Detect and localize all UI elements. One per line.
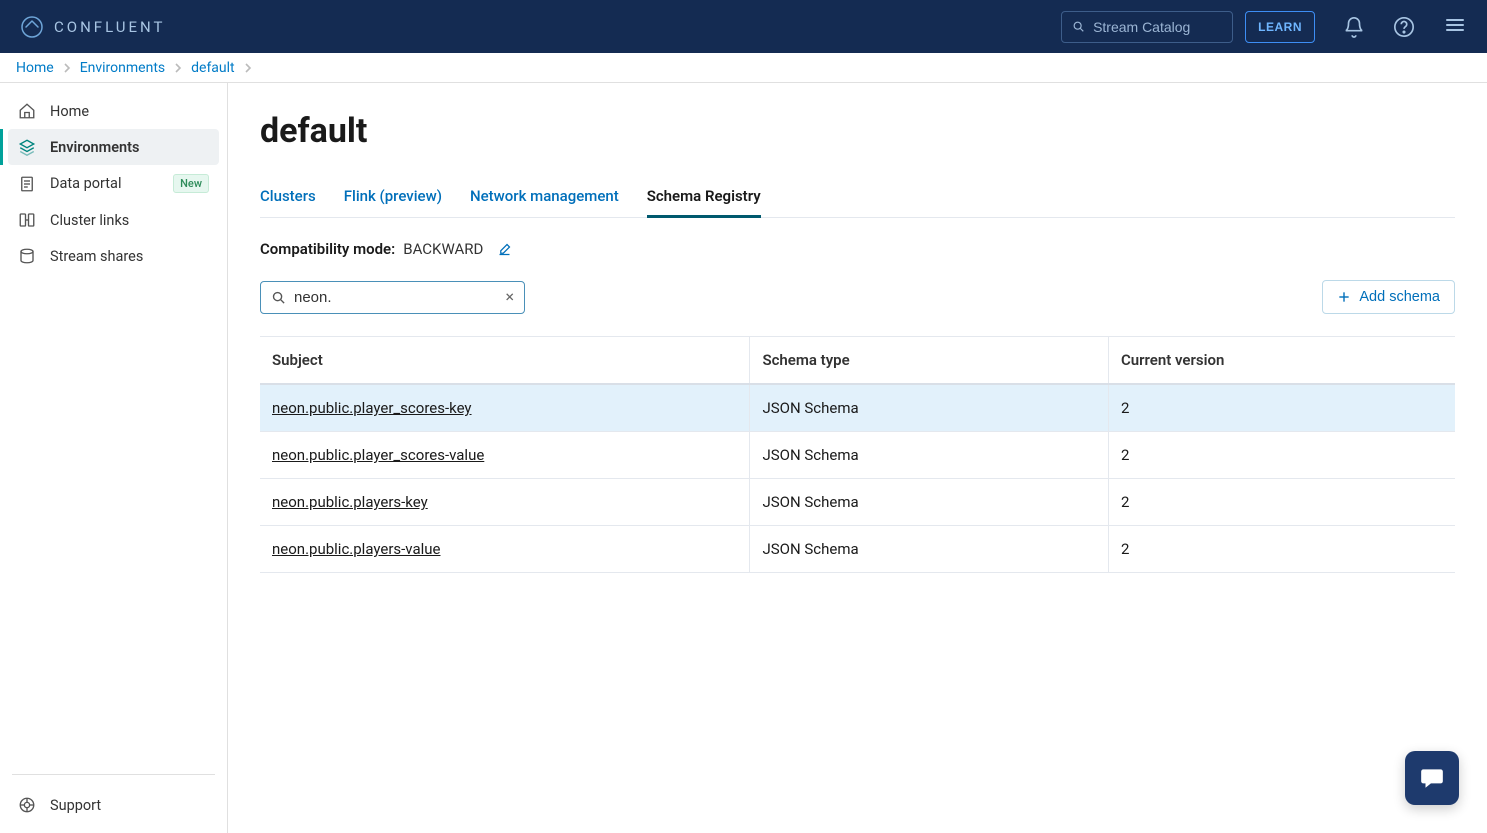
compatibility-label: Compatibility mode:	[260, 240, 395, 258]
schema-search[interactable]: ×	[260, 281, 525, 314]
add-schema-label: Add schema	[1359, 289, 1440, 305]
clear-icon[interactable]: ×	[505, 289, 514, 305]
divider	[12, 774, 215, 775]
schema-search-input[interactable]	[294, 289, 497, 306]
tab-network[interactable]: Network management	[470, 187, 619, 217]
table-row[interactable]: neon.public.player_scores-value JSON Sche…	[260, 432, 1455, 479]
edit-icon[interactable]	[497, 242, 512, 257]
version-cell: 2	[1108, 432, 1455, 479]
subject-link[interactable]: neon.public.player_scores-value	[272, 446, 484, 464]
sidebar-item-support[interactable]: Support	[8, 787, 219, 823]
table-row[interactable]: neon.public.player_scores-key JSON Schema…	[260, 384, 1455, 432]
breadcrumb: Home Environments default	[0, 53, 1487, 83]
page-title: default	[260, 111, 1455, 151]
table-row[interactable]: neon.public.players-value JSON Schema2	[260, 526, 1455, 573]
chevron-right-icon	[173, 63, 183, 73]
plus-icon	[1337, 290, 1351, 304]
search-icon	[271, 290, 286, 305]
schema-type-cell: JSON Schema	[750, 432, 1109, 479]
search-icon	[1072, 19, 1085, 34]
subject-link[interactable]: neon.public.player_scores-key	[272, 399, 472, 417]
tab-schema-registry[interactable]: Schema Registry	[647, 187, 761, 217]
schema-type-cell: JSON Schema	[750, 526, 1109, 573]
database-icon	[18, 247, 36, 265]
action-row: × Add schema	[260, 280, 1455, 314]
compatibility-value: BACKWARD	[403, 240, 483, 258]
sidebar-item-environments[interactable]: Environments	[8, 129, 219, 165]
stream-catalog-input[interactable]	[1093, 19, 1222, 35]
chat-button[interactable]	[1405, 751, 1459, 805]
compatibility-row: Compatibility mode: BACKWARD	[260, 240, 1455, 258]
home-icon	[18, 102, 36, 120]
brand-name: CONFLUENT	[54, 18, 165, 36]
main-content: default Clusters Flink (preview) Network…	[228, 83, 1487, 833]
sidebar-item-stream-shares[interactable]: Stream shares	[8, 238, 219, 274]
support-label: Support	[50, 797, 101, 814]
sidebar-item-data-portal[interactable]: Data portal New	[8, 165, 219, 202]
col-current-version[interactable]: Current version	[1108, 337, 1455, 385]
chevron-right-icon	[62, 63, 72, 73]
col-subject[interactable]: Subject	[260, 337, 750, 385]
tab-flink[interactable]: Flink (preview)	[344, 187, 442, 217]
help-icon[interactable]	[1393, 16, 1415, 38]
tab-clusters[interactable]: Clusters	[260, 187, 316, 217]
breadcrumb-environments[interactable]: Environments	[80, 60, 165, 76]
topbar: CONFLUENT LEARN	[0, 0, 1487, 53]
table-row[interactable]: neon.public.players-key JSON Schema2	[260, 479, 1455, 526]
col-schema-type[interactable]: Schema type	[750, 337, 1109, 385]
support-icon	[18, 796, 36, 814]
version-cell: 2	[1108, 479, 1455, 526]
sidebar-item-home[interactable]: Home	[8, 93, 219, 129]
chat-icon	[1419, 765, 1445, 791]
stream-catalog-search[interactable]	[1061, 11, 1233, 43]
brand[interactable]: CONFLUENT	[20, 15, 165, 39]
sidebar-item-label: Stream shares	[50, 248, 143, 265]
version-cell: 2	[1108, 526, 1455, 573]
learn-button[interactable]: LEARN	[1245, 11, 1315, 43]
table-header-row: Subject Schema type Current version	[260, 337, 1455, 385]
link-icon	[18, 211, 36, 229]
sidebar-item-label: Data portal	[50, 175, 121, 192]
brand-logo-icon	[20, 15, 44, 39]
breadcrumb-default[interactable]: default	[191, 60, 235, 76]
sidebar: Home Environments Data portal New Cluste…	[0, 83, 228, 833]
breadcrumb-home[interactable]: Home	[16, 60, 54, 76]
sidebar-item-label: Home	[50, 103, 89, 120]
chevron-right-icon	[243, 63, 253, 73]
menu-icon[interactable]	[1443, 13, 1467, 41]
sidebar-item-label: Environments	[50, 139, 139, 156]
tabs: Clusters Flink (preview) Network managem…	[260, 187, 1455, 218]
subject-link[interactable]: neon.public.players-key	[272, 493, 428, 511]
schema-type-cell: JSON Schema	[750, 384, 1109, 432]
subject-link[interactable]: neon.public.players-value	[272, 540, 440, 558]
layers-icon	[18, 138, 36, 156]
document-icon	[18, 175, 36, 193]
sidebar-item-label: Cluster links	[50, 212, 129, 229]
schema-table: Subject Schema type Current version neon…	[260, 336, 1455, 573]
new-badge: New	[173, 174, 209, 193]
sidebar-item-cluster-links[interactable]: Cluster links	[8, 202, 219, 238]
version-cell: 2	[1108, 384, 1455, 432]
schema-type-cell: JSON Schema	[750, 479, 1109, 526]
notifications-icon[interactable]	[1343, 16, 1365, 38]
add-schema-button[interactable]: Add schema	[1322, 280, 1455, 314]
